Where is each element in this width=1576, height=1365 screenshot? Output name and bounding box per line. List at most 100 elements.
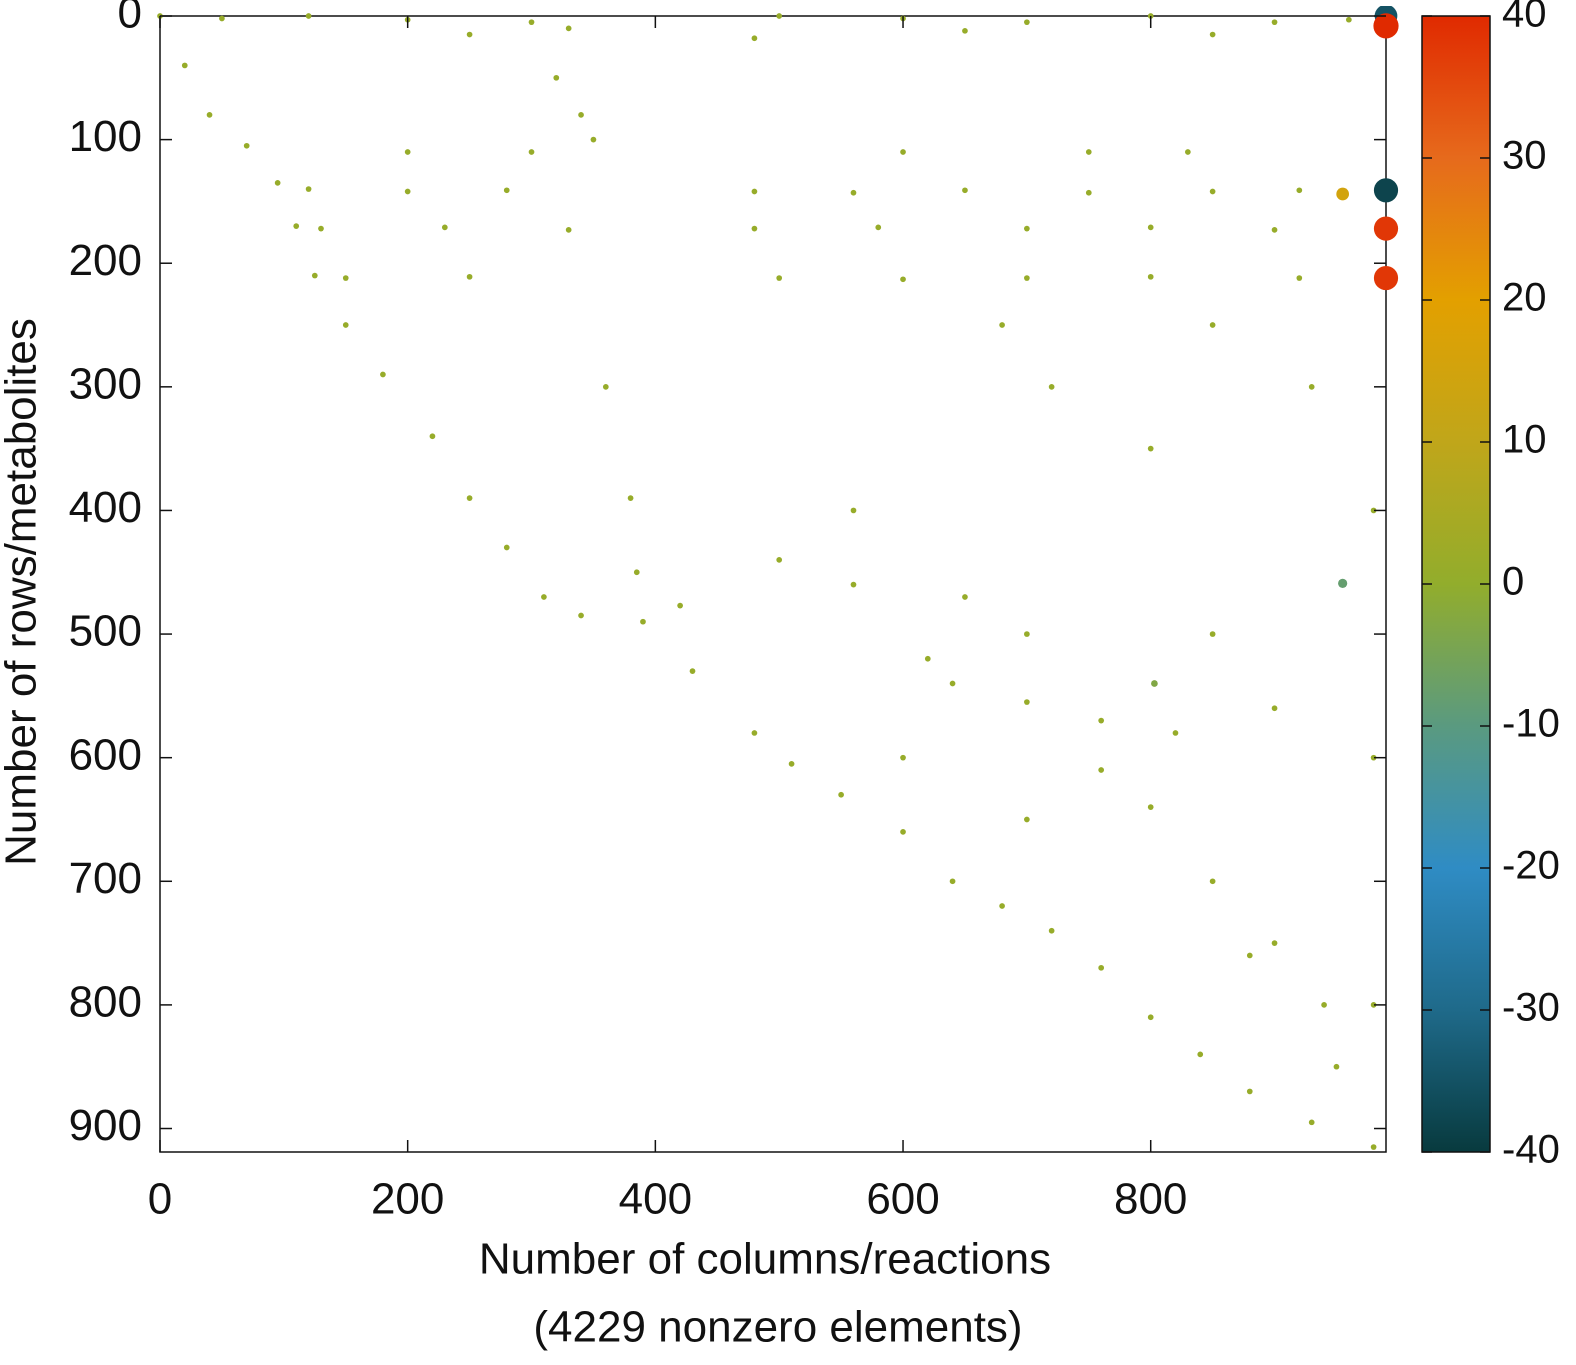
nonzero-entry	[380, 371, 386, 378]
nonzero-entry	[1209, 322, 1216, 328]
nonzero-entry	[999, 903, 1005, 909]
nonzero-entry	[1147, 804, 1154, 810]
nonzero-entry	[441, 224, 448, 231]
nonzero-entry	[541, 594, 547, 600]
nonzero-entry	[1098, 717, 1105, 724]
nonzero-entry	[1098, 767, 1105, 773]
colorbar-tick-label: -40	[1502, 1128, 1560, 1172]
nonzero-entry	[1308, 1119, 1315, 1126]
nonzero-entry	[1373, 178, 1399, 203]
y-tick-label: 900	[69, 1101, 142, 1150]
x-axis-label: Number of columns/reactions	[479, 1235, 1051, 1284]
nonzero-entry	[1024, 225, 1030, 232]
nonzero-entry	[1373, 265, 1399, 291]
y-tick-label: 0	[118, 0, 142, 38]
nonzero-entry	[776, 275, 783, 281]
nonzero-entry	[900, 828, 906, 835]
nonzero-entry	[1024, 816, 1030, 823]
nonzero-entry	[466, 495, 473, 501]
nonzero-entry	[243, 142, 250, 149]
nonzero-entry	[1209, 631, 1216, 637]
nonzero-entry	[1370, 1144, 1377, 1150]
nonzero-entry	[318, 225, 324, 232]
nonzero-entry	[962, 594, 968, 600]
nonzero-entry	[1172, 730, 1179, 736]
nonzero-entry	[404, 188, 411, 195]
x-tick-label: 200	[371, 1175, 444, 1224]
nonzero-entry	[1024, 19, 1030, 26]
nonzero-entry	[751, 730, 758, 736]
nonzero-entry	[503, 544, 510, 551]
nonzero-entry	[311, 272, 318, 279]
nonzero-entry	[1271, 226, 1278, 233]
nonzero-entry	[1338, 578, 1348, 588]
nonzero-entry	[1197, 1051, 1204, 1058]
nonzero-entry	[1185, 149, 1191, 155]
nonzero-entry	[1308, 383, 1315, 390]
colorbar-tick-label: 40	[1502, 0, 1547, 36]
y-axis-label: Number of rows/metabolites	[0, 318, 46, 866]
nonzero-entry	[1147, 445, 1154, 452]
nonzero-entry	[962, 187, 968, 194]
nonzero-entry	[900, 149, 906, 155]
nonzero-entry	[1246, 1088, 1253, 1095]
axes: 0 200 400 600 800 0 100 200 300 400 500 600 700 800 90…	[69, 0, 1386, 1224]
nonzero-entry	[850, 581, 857, 588]
colorbar-tick-label: -20	[1502, 844, 1560, 888]
x-tick-label: 600	[866, 1175, 939, 1224]
colorbar-tick-label: 30	[1502, 134, 1547, 178]
nonzero-entry	[590, 136, 597, 143]
colorbar-scale	[1421, 15, 1491, 1153]
nonzero-entry	[689, 668, 696, 674]
y-tick-label: 500	[69, 607, 142, 656]
y-tick-label: 600	[69, 730, 142, 779]
nonzero-entry	[1048, 927, 1055, 934]
nonzero-entry	[578, 612, 584, 619]
y-tick-label: 200	[69, 236, 142, 285]
nonzero-entry	[1085, 149, 1092, 155]
colorbar-tick-label: -30	[1502, 986, 1560, 1030]
nonzero-entry	[528, 149, 535, 155]
nonzero-entry	[1024, 631, 1030, 637]
nonzero-entry	[429, 433, 436, 440]
nonzero-entry	[1048, 383, 1055, 390]
nonzero-entry	[1147, 273, 1154, 280]
nonzero-entry	[1209, 188, 1216, 195]
nonzero-entry	[602, 383, 609, 390]
nonzero-entry	[1373, 216, 1399, 241]
nonzero-entry	[788, 761, 795, 767]
nonzero-entry	[528, 19, 535, 26]
colorbar-tick-label: 10	[1502, 418, 1547, 462]
nonzero-entry	[640, 618, 646, 625]
nonzero-entry	[206, 112, 213, 118]
nonzero-entry	[751, 225, 758, 232]
nonzero-entry	[1147, 13, 1154, 19]
nonzero-entry	[1151, 680, 1158, 687]
nonzero-entry	[850, 507, 857, 514]
nonzero-entry	[1370, 1002, 1377, 1008]
nonzero-entry	[1271, 19, 1278, 26]
nonzero-entry	[1296, 275, 1303, 281]
nonzero-entry	[751, 188, 758, 195]
nonzero-entry	[565, 226, 572, 233]
x-tick-label: 400	[619, 1175, 692, 1224]
nonzero-entry	[1098, 964, 1105, 971]
nonzero-entry	[776, 557, 783, 563]
plot-frame	[159, 15, 1387, 1153]
nonzero-entry	[1370, 507, 1377, 514]
y-tick-label: 700	[69, 854, 142, 903]
nonzero-entry	[1336, 187, 1350, 201]
nonzero-entry	[1271, 940, 1278, 946]
nonzero-entry	[219, 15, 225, 22]
points	[157, 6, 1399, 1150]
nonzero-entry	[677, 602, 683, 609]
nonzero-entry	[466, 31, 473, 38]
colorbar-tick-label: 0	[1502, 560, 1524, 604]
nonzero-entry	[342, 322, 349, 328]
nonzero-entry	[181, 62, 188, 69]
colorbar-tick-label: 20	[1502, 276, 1547, 320]
nonzero-entry	[838, 791, 844, 798]
nonzero-entry	[924, 655, 931, 662]
x-tick-label: 0	[148, 1175, 172, 1224]
